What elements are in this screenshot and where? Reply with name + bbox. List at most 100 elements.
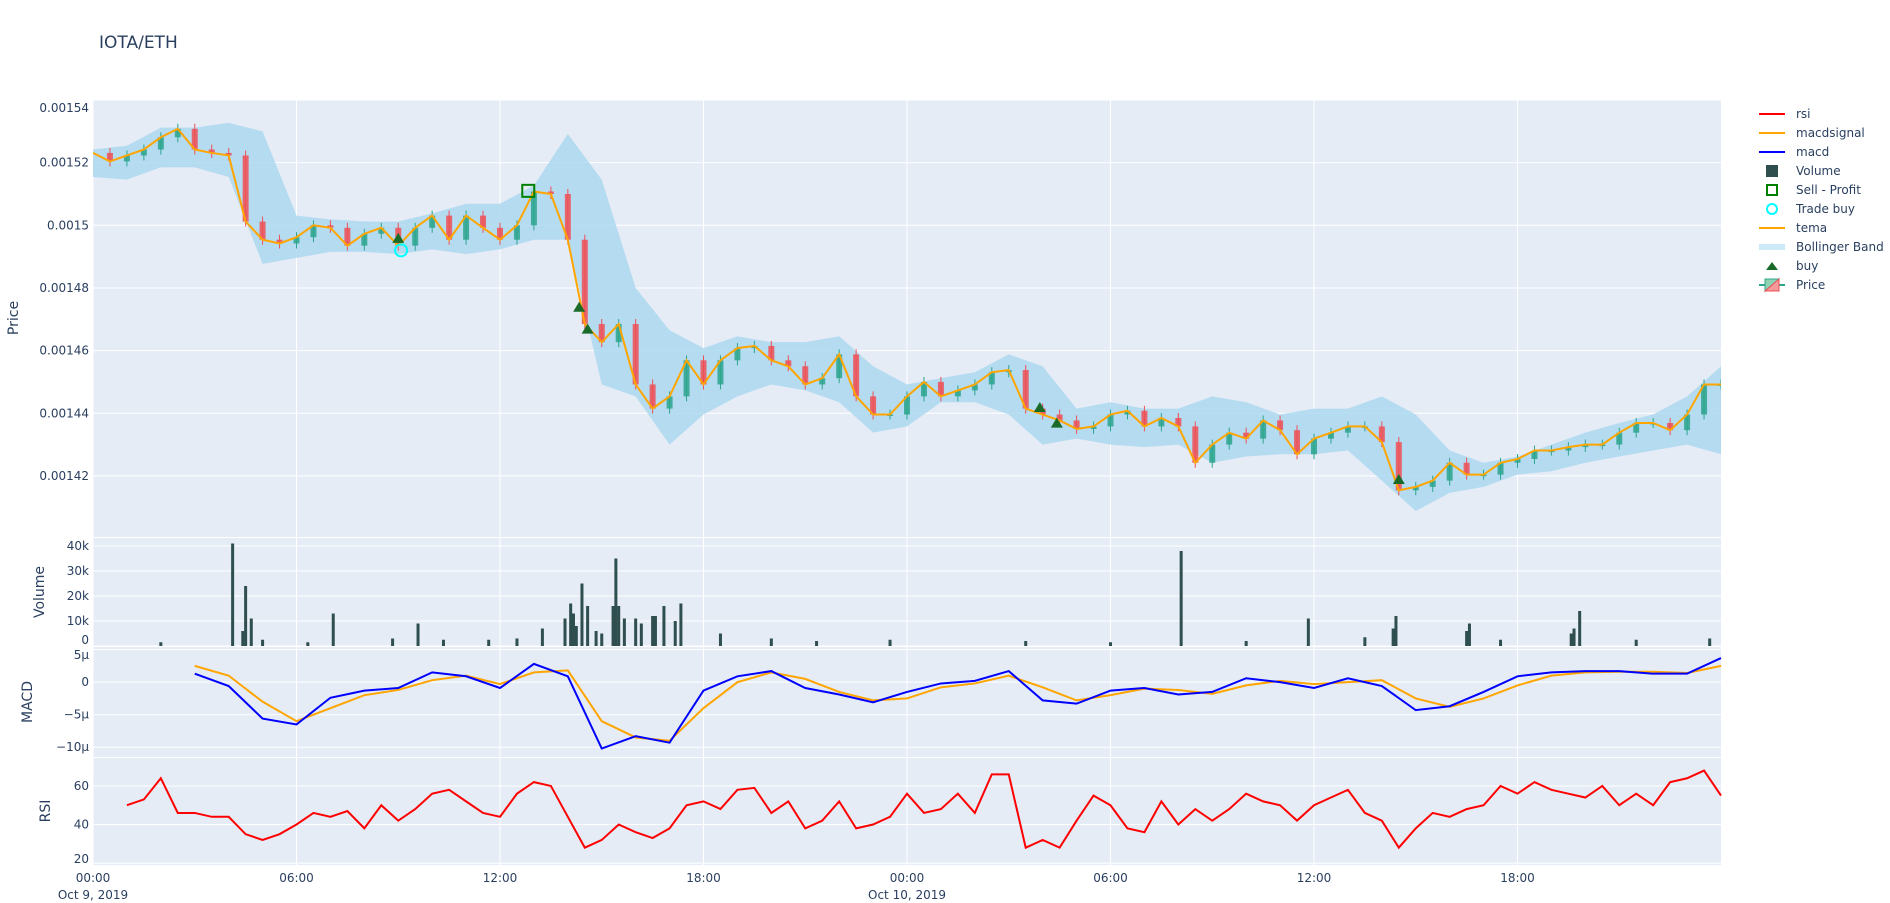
candle <box>1056 414 1063 421</box>
candle <box>547 191 554 194</box>
candle <box>1412 486 1419 491</box>
price-ytick-label: 0.0015 <box>47 218 89 232</box>
volume-bar <box>571 613 575 646</box>
volume-bar <box>487 639 491 646</box>
legend-label: Price <box>1796 278 1825 292</box>
candle <box>1022 370 1029 409</box>
rsi-ytick-label: 60 <box>74 779 89 793</box>
volume-bar <box>244 586 248 646</box>
axis-title-price: Price <box>6 301 22 335</box>
volume-bar <box>1394 616 1398 646</box>
xtick-label: 18:00 <box>686 871 721 885</box>
legend-label: Trade buy <box>1795 202 1855 216</box>
candle <box>361 233 368 246</box>
legend-label: tema <box>1796 221 1827 235</box>
volume-bar <box>391 638 395 646</box>
volume-bar <box>611 606 615 646</box>
candle <box>785 360 792 367</box>
legend-item-macdsignal[interactable]: macdsignal <box>1759 126 1865 140</box>
legend-label: buy <box>1796 259 1818 273</box>
bollinger-band <box>93 122 1721 511</box>
candle <box>1667 422 1674 431</box>
volume-bar <box>617 606 621 646</box>
candle <box>1327 432 1334 439</box>
candle <box>700 360 707 385</box>
xtick-date-label: Oct 9, 2019 <box>58 888 128 902</box>
volume-bar <box>888 639 892 646</box>
candle <box>1141 410 1148 427</box>
candle <box>1243 432 1250 439</box>
candle <box>412 227 419 246</box>
macd-ytick-label: −5μ <box>64 708 90 722</box>
legend-item-trade-buy[interactable]: Trade buy <box>1766 202 1855 216</box>
legend-item-buy[interactable]: buy <box>1766 259 1818 273</box>
axis-title-rsi: RSI <box>38 800 54 823</box>
candle <box>717 360 724 385</box>
legend: rsi macdsignal macd Volume Sell - Profit Trad… <box>1759 107 1884 293</box>
legend-item-macd[interactable]: macd <box>1759 145 1829 159</box>
candle <box>1090 426 1097 429</box>
square-icon <box>1766 165 1778 177</box>
xtick-label: 00:00 <box>76 871 111 885</box>
candle <box>1565 447 1572 451</box>
legend-item-bollinger-band[interactable]: Bollinger Band <box>1759 240 1884 254</box>
volume-bar <box>679 603 683 646</box>
volume-bar <box>563 618 567 646</box>
candle <box>1175 417 1182 427</box>
legend-label: rsi <box>1796 107 1811 121</box>
trade-buy-marker <box>394 243 409 258</box>
candle <box>615 323 622 343</box>
candle <box>106 152 113 162</box>
volume-bar <box>580 583 584 646</box>
macd-line <box>194 657 1722 750</box>
volume-ytick-label: 40k <box>67 539 89 553</box>
volume-bar <box>231 543 235 646</box>
macdsignal-line <box>194 664 1722 742</box>
candle <box>497 227 503 240</box>
volume-bar <box>1244 641 1248 646</box>
buy-marker <box>581 323 594 334</box>
candle <box>208 149 215 153</box>
candle <box>1158 417 1165 427</box>
candle <box>1633 422 1640 433</box>
volume-bar <box>569 603 573 646</box>
candle <box>1209 444 1216 463</box>
candle <box>225 152 232 156</box>
macd-ytick-label: 0 <box>81 675 89 689</box>
triangle-up-icon <box>1766 262 1778 270</box>
buy-marker <box>1392 474 1405 485</box>
buy-marker <box>573 301 586 312</box>
buy-marker <box>392 232 405 243</box>
tema-line <box>93 127 1721 492</box>
candle <box>1395 442 1402 491</box>
volume-bar <box>261 639 265 646</box>
candle <box>1701 384 1708 415</box>
price-ytick-label: 0.00148 <box>39 281 89 295</box>
volume-bar <box>600 633 604 646</box>
volume-bar <box>540 628 544 646</box>
candle <box>480 215 487 228</box>
legend-item-sell-profit[interactable]: Sell - Profit <box>1766 183 1861 197</box>
legend-label: macd <box>1796 145 1829 159</box>
candle <box>1294 430 1301 455</box>
candle <box>649 384 656 409</box>
legend-item-tema[interactable]: tema <box>1759 221 1827 235</box>
candle <box>564 193 571 240</box>
legend-item-volume[interactable]: Volume <box>1766 164 1841 178</box>
buy-marker <box>1050 417 1063 428</box>
candle <box>1192 426 1199 463</box>
volume-bar <box>815 641 819 646</box>
candle <box>683 360 690 397</box>
candle <box>310 225 317 238</box>
volume-bar <box>249 618 253 646</box>
legend-item-price[interactable]: Price <box>1759 277 1825 293</box>
volume-bar <box>1569 633 1573 646</box>
volume-bar <box>1363 637 1367 646</box>
band-icon <box>1759 244 1785 250</box>
price-ytick-label: 0.00142 <box>39 469 89 483</box>
macd-ytick-label: −10μ <box>56 740 89 754</box>
legend-item-rsi[interactable]: rsi <box>1759 107 1811 121</box>
candle <box>734 348 741 361</box>
